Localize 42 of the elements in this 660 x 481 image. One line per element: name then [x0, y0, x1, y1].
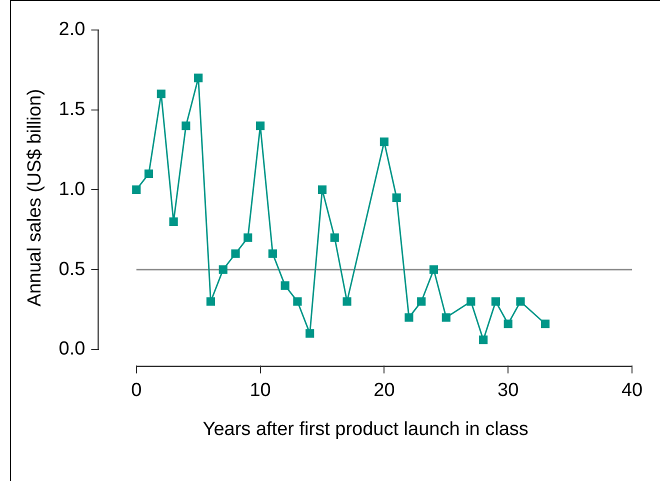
- point: [417, 297, 426, 306]
- point: [256, 122, 265, 130]
- point: [231, 249, 240, 258]
- x-tick-label: 30: [498, 380, 519, 402]
- point: [504, 320, 512, 328]
- point: [144, 169, 154, 178]
- x-tick-label: 10: [250, 380, 271, 402]
- point: [540, 320, 550, 328]
- y-tick-label: 2.0: [58, 19, 86, 40]
- point: [380, 138, 388, 146]
- y-tick-label: 1.0: [58, 178, 86, 200]
- point: [268, 249, 277, 258]
- point: [404, 313, 414, 322]
- y-tick-label: 0.0: [58, 338, 86, 360]
- y-tick-label: 1.5: [58, 99, 86, 120]
- point: [442, 313, 450, 322]
- point: [318, 185, 327, 194]
- point: [169, 217, 178, 226]
- point: [244, 233, 252, 242]
- point: [342, 297, 352, 306]
- point: [182, 122, 190, 130]
- point: [479, 336, 488, 344]
- y-tick-label: 0.5: [58, 258, 86, 280]
- point: [516, 297, 525, 306]
- x-tick-label: 40: [621, 380, 643, 402]
- point: [218, 265, 228, 274]
- point: [132, 185, 141, 194]
- y-axis-title: Annual sales (US$ billion): [24, 88, 46, 306]
- point: [392, 193, 401, 202]
- x-axis-title: Years after first product launch in class: [202, 418, 528, 440]
- point: [293, 297, 302, 306]
- point: [330, 233, 339, 242]
- x-tick-label: 20: [374, 380, 395, 402]
- point: [280, 281, 290, 290]
- point: [491, 297, 500, 306]
- point: [206, 297, 216, 306]
- x-tick-label: 0: [131, 380, 142, 402]
- point: [466, 297, 476, 306]
- point: [156, 90, 166, 98]
- point: [429, 265, 438, 274]
- point: [306, 329, 314, 338]
- point: [194, 74, 203, 82]
